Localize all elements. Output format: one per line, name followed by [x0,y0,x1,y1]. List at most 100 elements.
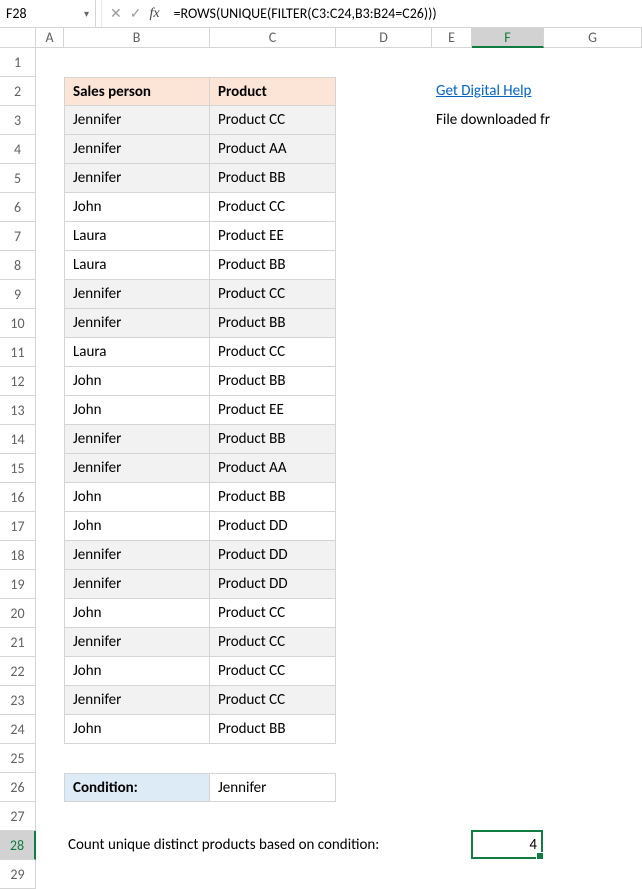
cell-A20[interactable] [36,599,64,628]
cell-E14[interactable] [432,425,472,454]
formula-input[interactable] [168,0,642,27]
table-row-product[interactable]: Product DD [210,570,336,599]
cell-G29[interactable] [544,860,642,889]
table-row-salesperson[interactable]: John [64,599,210,628]
cell-G13[interactable] [544,396,642,425]
table-row-salesperson[interactable]: Jennifer [64,280,210,309]
cell-G28[interactable] [544,831,642,860]
cell-A18[interactable] [36,541,64,570]
table-row-product[interactable]: Product BB [210,251,336,280]
cell-D8[interactable] [336,251,432,280]
cell-G20[interactable] [544,599,642,628]
cell-A13[interactable] [36,396,64,425]
row-header-6[interactable]: 6 [0,193,36,222]
cell-B29[interactable] [64,860,210,889]
table-row-product[interactable]: Product EE [210,396,336,425]
table-row-product[interactable]: Product BB [210,367,336,396]
row-header-18[interactable]: 18 [0,541,36,570]
cell-F24[interactable] [472,715,544,744]
cell-D9[interactable] [336,280,432,309]
table-row-salesperson[interactable]: Jennifer [64,570,210,599]
row-header-7[interactable]: 7 [0,222,36,251]
cell-G16[interactable] [544,483,642,512]
cell-F12[interactable] [472,367,544,396]
table-row-product[interactable]: Product CC [210,686,336,715]
cell-F7[interactable] [472,222,544,251]
cell-D24[interactable] [336,715,432,744]
row-header-8[interactable]: 8 [0,251,36,280]
col-header-B[interactable]: B [64,28,210,48]
cell-E5[interactable] [432,164,472,193]
table-header-product[interactable]: Product [210,77,336,106]
row-header-12[interactable]: 12 [0,367,36,396]
cell-E18[interactable] [432,541,472,570]
result-label[interactable]: Count unique distinct products based on … [64,831,210,860]
cell-E22[interactable] [432,657,472,686]
cell-F21[interactable] [472,628,544,657]
cell-G25[interactable] [544,744,642,773]
table-row-salesperson[interactable]: Jennifer [64,541,210,570]
cell-F23[interactable] [472,686,544,715]
cell-F14[interactable] [472,425,544,454]
cell-G8[interactable] [544,251,642,280]
cell-D17[interactable] [336,512,432,541]
cell-G26[interactable] [544,773,642,802]
table-row-salesperson[interactable]: Jennifer [64,309,210,338]
cell-D5[interactable] [336,164,432,193]
cell-A5[interactable] [36,164,64,193]
cell-D10[interactable] [336,309,432,338]
table-row-salesperson[interactable]: Jennifer [64,628,210,657]
table-row-product[interactable]: Product CC [210,193,336,222]
cell-E26[interactable] [432,773,472,802]
row-header-2[interactable]: 2 [0,77,36,106]
row-header-17[interactable]: 17 [0,512,36,541]
cell-G9[interactable] [544,280,642,309]
cell-G12[interactable] [544,367,642,396]
cell-G10[interactable] [544,309,642,338]
cell-E15[interactable] [432,454,472,483]
cell-G5[interactable] [544,164,642,193]
cell-D14[interactable] [336,425,432,454]
table-row-product[interactable]: Product CC [210,599,336,628]
chevron-down-icon[interactable]: ▾ [84,7,89,20]
cell-A27[interactable] [36,802,64,831]
cell-A25[interactable] [36,744,64,773]
table-row-product[interactable]: Product BB [210,483,336,512]
cell-G7[interactable] [544,222,642,251]
cell-E17[interactable] [432,512,472,541]
cell-G1[interactable] [544,48,642,77]
cell-E19[interactable] [432,570,472,599]
cell-G15[interactable] [544,454,642,483]
table-row-product[interactable]: Product CC [210,338,336,367]
table-row-salesperson[interactable]: Laura [64,338,210,367]
cell-G6[interactable] [544,193,642,222]
row-header-19[interactable]: 19 [0,570,36,599]
cancel-icon[interactable]: ✕ [110,5,122,22]
spreadsheet-grid[interactable]: ABCDEFG12Sales personProductGet Digital … [0,28,642,889]
cell-G19[interactable] [544,570,642,599]
download-text[interactable]: File downloaded fr [432,106,472,135]
get-digital-help-link[interactable]: Get Digital Help [432,77,472,106]
row-header-3[interactable]: 3 [0,106,36,135]
table-row-salesperson[interactable]: Jennifer [64,106,210,135]
cell-E6[interactable] [432,193,472,222]
table-row-product[interactable]: Product CC [210,657,336,686]
cell-F5[interactable] [472,164,544,193]
row-header-24[interactable]: 24 [0,715,36,744]
row-header-11[interactable]: 11 [0,338,36,367]
cell-E24[interactable] [432,715,472,744]
table-row-salesperson[interactable]: Jennifer [64,454,210,483]
result-value[interactable]: 4 [472,831,544,860]
cell-E23[interactable] [432,686,472,715]
cell-D22[interactable] [336,657,432,686]
cell-D19[interactable] [336,570,432,599]
cell-D7[interactable] [336,222,432,251]
col-header-F[interactable]: F [472,28,544,48]
cell-E25[interactable] [432,744,472,773]
cell-G24[interactable] [544,715,642,744]
accept-icon[interactable]: ✓ [130,5,142,22]
row-header-29[interactable]: 29 [0,860,36,889]
cell-F25[interactable] [472,744,544,773]
cell-A24[interactable] [36,715,64,744]
cell-F9[interactable] [472,280,544,309]
